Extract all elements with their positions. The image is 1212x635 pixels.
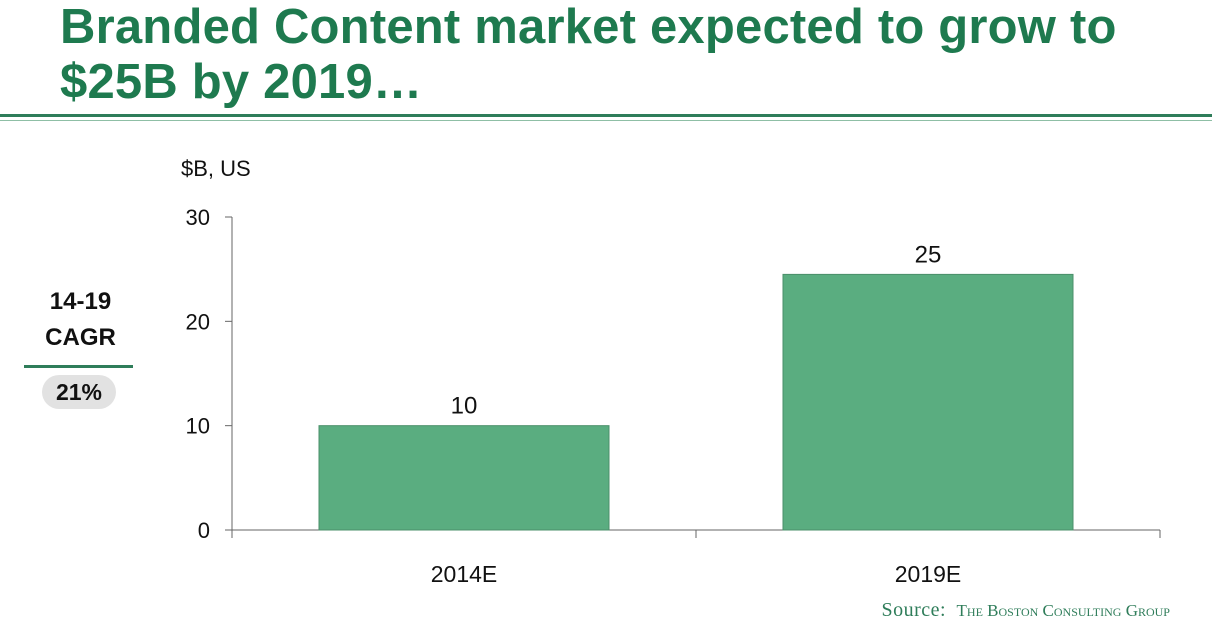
y-tick-label: 20 bbox=[186, 309, 210, 334]
cagr-value-badge: 21% bbox=[42, 375, 116, 409]
x-category-label: 2014E bbox=[431, 561, 498, 587]
cagr-header: 14-19 CAGR bbox=[45, 288, 116, 351]
cagr-divider bbox=[24, 365, 133, 368]
y-tick-label: 0 bbox=[198, 518, 210, 543]
data-label: 10 bbox=[451, 393, 478, 420]
title-divider-thin bbox=[0, 120, 1212, 121]
bar bbox=[782, 273, 1074, 531]
y-tick-label: 10 bbox=[186, 414, 210, 439]
data-label: 25 bbox=[915, 241, 942, 268]
source-credit: Source: The Boston Consulting Group bbox=[882, 599, 1171, 622]
title-line-2: $25B by 2019… bbox=[60, 55, 423, 109]
title-divider bbox=[0, 114, 1212, 117]
title-line-1: Branded Content market expected to grow … bbox=[60, 0, 1117, 54]
y-tick-label: 30 bbox=[186, 205, 210, 230]
source-organization: The Boston Consulting Group bbox=[956, 601, 1170, 620]
source-label: Source: bbox=[881, 599, 947, 621]
unit-label: $B, US bbox=[181, 156, 251, 181]
x-category-label: 2019E bbox=[895, 561, 962, 587]
bar bbox=[318, 425, 610, 531]
page-title: Branded Content market expected to grow … bbox=[60, 0, 1210, 110]
